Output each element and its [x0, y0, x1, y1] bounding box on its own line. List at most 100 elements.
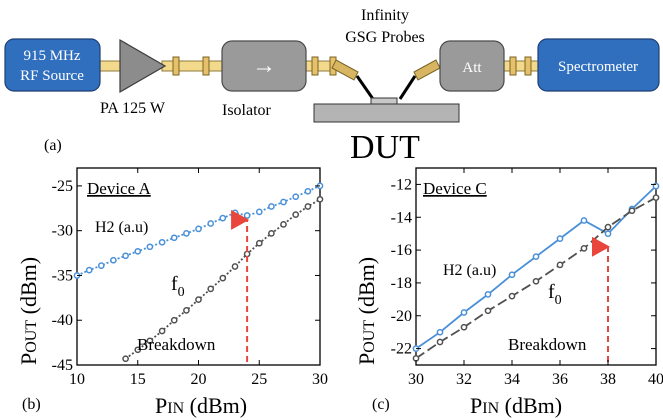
y-tick-label: -20 [391, 308, 412, 325]
x-tick-label: 38 [600, 371, 616, 388]
data-point-f0 [231, 263, 239, 270]
dut-chip [370, 97, 398, 105]
data-point-h2 [158, 238, 166, 246]
series-label-f0: f0 [548, 281, 562, 308]
series-label-h2: H2 (a.u) [443, 262, 496, 279]
connector [202, 56, 210, 76]
data-point-f0 [255, 239, 263, 247]
series-label-h2: H2 (a.u) [95, 219, 148, 236]
dut-substrate [313, 103, 460, 123]
amplifier-triangle-icon [119, 38, 167, 94]
data-point-h2 [207, 220, 215, 227]
data-point-h2 [243, 212, 251, 219]
data-point-f0 [122, 355, 129, 363]
y-axis-title: POUT (dBm) [354, 257, 379, 365]
data-point-f0 [316, 195, 324, 203]
cable-att-spectrometer [502, 60, 539, 72]
probes-label-line1: Infinity [361, 7, 409, 24]
data-point-f0 [195, 296, 202, 303]
data-point-h2 [604, 230, 612, 238]
data-point-f0 [134, 346, 142, 354]
panel-label-b: (b) [22, 396, 41, 413]
right-probe-arm [413, 59, 441, 81]
data-point-h2 [436, 328, 444, 336]
data-point-h2 [460, 309, 468, 316]
isolator-label: Isolator [222, 102, 272, 119]
y-tick-label: -18 [391, 275, 412, 292]
probes-label-line2: GSG Probes [345, 29, 425, 46]
isolator-box [221, 40, 307, 92]
data-point-f0 [268, 230, 275, 237]
x-tick-label: 40 [648, 371, 663, 388]
ticks-layer: 10 15 20 25 30 -25 -30 -35 -40 -45 [52, 168, 328, 388]
y-tick-label: -14 [391, 209, 412, 226]
x-tick-label: 25 [251, 371, 267, 388]
data-point-f0 [604, 223, 612, 231]
left-probe-arm [331, 59, 359, 81]
rf-source-box [4, 38, 101, 92]
data-point-f0 [243, 250, 251, 258]
connector [311, 56, 319, 76]
x-axis-title: PIN (dBm) [470, 393, 562, 418]
data-point-f0 [170, 316, 178, 324]
data-point-f0 [436, 338, 444, 346]
data-point-f0 [580, 245, 588, 252]
data-point-f0 [207, 285, 215, 293]
data-point-h2 [292, 193, 300, 201]
data-point-h2 [195, 225, 202, 233]
breakdown-label: Breakdown [137, 335, 216, 354]
series-line-h2 [76, 185, 321, 277]
y-axis-title: POUT (dBm) [16, 257, 41, 365]
data-point-f0 [219, 274, 227, 282]
isolator-arrow-icon: → [252, 53, 276, 79]
connector [172, 56, 180, 76]
data-point-h2 [122, 252, 129, 260]
data-point-h2 [183, 230, 190, 237]
data-point-h2 [508, 271, 516, 279]
data-point-f0 [280, 221, 287, 228]
data-point-f0 [508, 292, 516, 300]
data-point-h2 [255, 208, 263, 216]
y-tick-label: -12 [391, 176, 412, 193]
data-point-h2 [268, 203, 275, 210]
data-point-h2 [280, 198, 287, 206]
data-point-f0 [460, 323, 468, 331]
spectrometer-label: Spectrometer [558, 59, 638, 75]
x-axis-title: PIN (dBm) [155, 393, 247, 418]
x-tick-label: 30 [312, 371, 328, 388]
data-point-f0 [628, 207, 636, 215]
x-tick-label: 20 [191, 371, 207, 388]
x-tick-label: 10 [69, 371, 85, 388]
data-point-h2 [219, 214, 227, 222]
y-tick-label: -16 [391, 242, 412, 259]
x-tick-label: 34 [504, 371, 520, 388]
attenuator-box [439, 40, 505, 92]
series-label-f0: f0 [171, 273, 185, 300]
data-point-h2 [97, 262, 105, 269]
x-tick-label: 30 [408, 371, 424, 388]
data-point-f0 [652, 194, 660, 201]
right-probe-tip [398, 75, 417, 100]
data-point-h2 [85, 266, 93, 274]
data-point-f0 [183, 307, 190, 314]
y-tick-label: -40 [52, 312, 73, 329]
data-point-f0 [556, 261, 564, 269]
setup-schematic: 915 MHz RF Source PA 125 W → Isolator In… [4, 7, 660, 166]
series-line-f0 [125, 198, 321, 360]
data-point-h2 [484, 291, 492, 298]
x-tick-label: 36 [552, 371, 568, 388]
y-tick-label: -35 [52, 267, 73, 284]
series-layer [412, 182, 660, 362]
data-point-f0 [304, 203, 312, 210]
y-tick-label: -30 [52, 223, 73, 240]
data-point-f0 [484, 307, 492, 315]
data-point-h2 [110, 256, 117, 264]
dut-label: DUT [350, 129, 420, 166]
data-point-h2 [146, 243, 154, 251]
y-tick-label: -25 [52, 178, 73, 195]
x-tick-label: 15 [130, 371, 146, 388]
x-tick-label: 32 [456, 371, 472, 388]
series-layer [73, 182, 324, 363]
data-point-h2 [134, 247, 142, 255]
